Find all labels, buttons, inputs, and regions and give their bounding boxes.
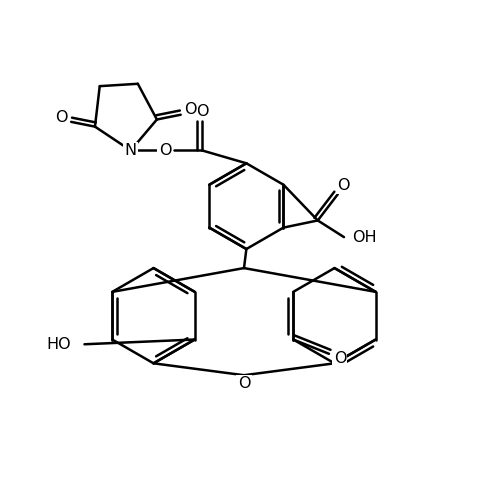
- Text: O: O: [196, 104, 208, 119]
- Text: N: N: [124, 143, 137, 158]
- Text: O: O: [184, 103, 197, 117]
- Text: HO: HO: [46, 337, 71, 352]
- Text: O: O: [159, 143, 171, 158]
- Text: OH: OH: [352, 229, 376, 245]
- Text: O: O: [238, 376, 250, 391]
- Text: N: N: [124, 143, 137, 158]
- Text: O: O: [55, 110, 68, 125]
- Text: O: O: [334, 351, 346, 366]
- Text: O: O: [337, 178, 350, 193]
